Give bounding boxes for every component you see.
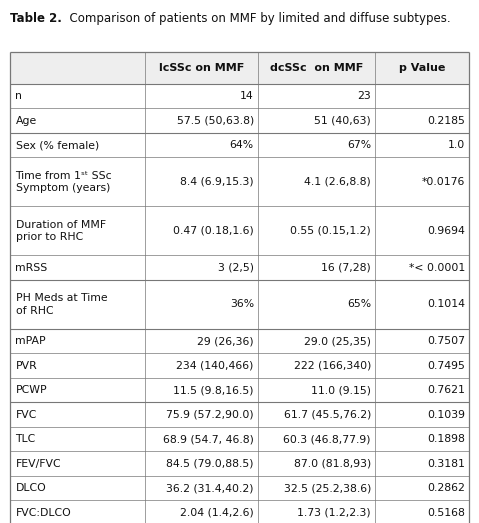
Text: Duration of MMF
prior to RHC: Duration of MMF prior to RHC xyxy=(15,220,106,242)
Text: 67%: 67% xyxy=(347,140,371,150)
Text: 11.5 (9.8,16.5): 11.5 (9.8,16.5) xyxy=(173,385,254,395)
Text: 65%: 65% xyxy=(347,299,371,309)
Text: 0.7507: 0.7507 xyxy=(427,336,465,346)
Text: 0.2185: 0.2185 xyxy=(427,116,465,126)
Text: 68.9 (54.7, 46.8): 68.9 (54.7, 46.8) xyxy=(163,434,254,444)
Text: Comparison of patients on MMF by limited and diffuse subtypes.: Comparison of patients on MMF by limited… xyxy=(62,12,451,25)
Text: 0.2862: 0.2862 xyxy=(427,483,465,493)
Text: 36%: 36% xyxy=(230,299,254,309)
Text: PH Meds at Time
of RHC: PH Meds at Time of RHC xyxy=(15,293,107,315)
Text: 0.9694: 0.9694 xyxy=(427,226,465,236)
Text: p Value: p Value xyxy=(399,63,445,73)
Text: n: n xyxy=(15,91,23,101)
Text: 0.5168: 0.5168 xyxy=(427,508,465,518)
Text: Table 2.: Table 2. xyxy=(10,12,62,25)
Text: 8.4 (6.9,15.3): 8.4 (6.9,15.3) xyxy=(180,177,254,187)
Text: 14: 14 xyxy=(240,91,254,101)
Text: 29 (26,36): 29 (26,36) xyxy=(197,336,254,346)
Text: 0.1014: 0.1014 xyxy=(427,299,465,309)
Text: 36.2 (31.4,40.2): 36.2 (31.4,40.2) xyxy=(166,483,254,493)
Text: 0.3181: 0.3181 xyxy=(427,459,465,469)
Text: FVC:DLCO: FVC:DLCO xyxy=(15,508,71,518)
Text: 1.73 (1.2,2.3): 1.73 (1.2,2.3) xyxy=(297,508,371,518)
Text: 61.7 (45.5,76.2): 61.7 (45.5,76.2) xyxy=(284,410,371,419)
Text: 2.04 (1.4,2.6): 2.04 (1.4,2.6) xyxy=(180,508,254,518)
Text: 16 (7,28): 16 (7,28) xyxy=(321,263,371,272)
Text: 57.5 (50,63.8): 57.5 (50,63.8) xyxy=(177,116,254,126)
Text: lcSSc on MMF: lcSSc on MMF xyxy=(159,63,244,73)
Text: 0.7495: 0.7495 xyxy=(427,360,465,371)
Text: *< 0.0001: *< 0.0001 xyxy=(409,263,465,272)
Text: 0.47 (0.18,1.6): 0.47 (0.18,1.6) xyxy=(173,226,254,236)
Bar xyxy=(10,52,469,84)
Text: 84.5 (79.0,88.5): 84.5 (79.0,88.5) xyxy=(166,459,254,469)
Text: 23: 23 xyxy=(357,91,371,101)
Text: 222 (166,340): 222 (166,340) xyxy=(294,360,371,371)
Text: FVC: FVC xyxy=(15,410,37,419)
Text: 3 (2,5): 3 (2,5) xyxy=(218,263,254,272)
Text: PVR: PVR xyxy=(15,360,37,371)
Text: 1.0: 1.0 xyxy=(448,140,465,150)
Text: 60.3 (46.8,77.9): 60.3 (46.8,77.9) xyxy=(284,434,371,444)
Text: 234 (140,466): 234 (140,466) xyxy=(176,360,254,371)
Text: FEV/FVC: FEV/FVC xyxy=(15,459,61,469)
Text: 51 (40,63): 51 (40,63) xyxy=(314,116,371,126)
Text: DLCO: DLCO xyxy=(15,483,46,493)
Text: 0.1039: 0.1039 xyxy=(427,410,465,419)
Text: 64%: 64% xyxy=(230,140,254,150)
Text: Age: Age xyxy=(15,116,37,126)
Text: 75.9 (57.2,90.0): 75.9 (57.2,90.0) xyxy=(166,410,254,419)
Text: TLC: TLC xyxy=(15,434,36,444)
Text: 32.5 (25.2,38.6): 32.5 (25.2,38.6) xyxy=(284,483,371,493)
Text: 0.1898: 0.1898 xyxy=(427,434,465,444)
Text: 29.0 (25,35): 29.0 (25,35) xyxy=(304,336,371,346)
Text: 4.1 (2.6,8.8): 4.1 (2.6,8.8) xyxy=(304,177,371,187)
Text: PCWP: PCWP xyxy=(15,385,47,395)
Text: Time from 1ˢᵗ SSc
Symptom (years): Time from 1ˢᵗ SSc Symptom (years) xyxy=(15,170,112,193)
Text: 0.55 (0.15,1.2): 0.55 (0.15,1.2) xyxy=(290,226,371,236)
Text: dcSSc  on MMF: dcSSc on MMF xyxy=(270,63,363,73)
Text: 0.7621: 0.7621 xyxy=(427,385,465,395)
Text: *0.0176: *0.0176 xyxy=(422,177,465,187)
Text: mPAP: mPAP xyxy=(15,336,46,346)
Text: 87.0 (81.8,93): 87.0 (81.8,93) xyxy=(294,459,371,469)
Text: mRSS: mRSS xyxy=(15,263,48,272)
Text: 11.0 (9.15): 11.0 (9.15) xyxy=(311,385,371,395)
Text: Sex (% female): Sex (% female) xyxy=(15,140,99,150)
